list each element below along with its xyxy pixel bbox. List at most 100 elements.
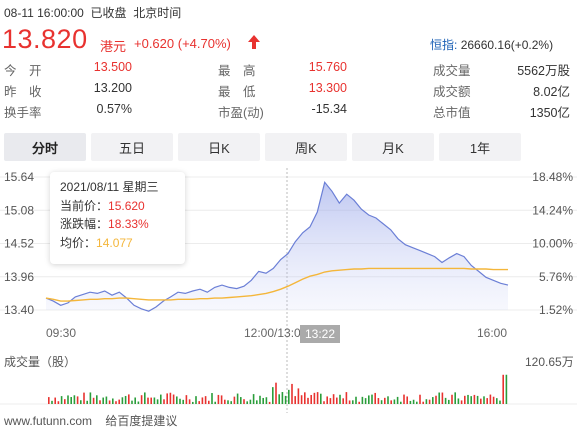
volume-bar [393, 399, 396, 404]
volume-bar [457, 398, 460, 404]
volume-bar [182, 399, 184, 404]
volume-bar [144, 392, 146, 404]
volume-bar [211, 393, 213, 404]
y-tick-right: 18.48% [532, 170, 573, 184]
volume-bar [470, 396, 472, 404]
volume-bar [496, 398, 498, 404]
volume-bar [329, 398, 332, 404]
volume-bar [396, 396, 399, 404]
volume-bar [288, 389, 290, 404]
tab-one-year[interactable]: 1年 [439, 133, 521, 161]
tooltip-price: 15.620 [108, 198, 145, 213]
volume-bar [188, 399, 191, 404]
volume-bar [368, 395, 370, 404]
volume-bar [409, 400, 412, 404]
volume-bar [505, 374, 508, 404]
volume-bar [268, 401, 271, 404]
volume-bar [233, 396, 236, 404]
tab-five-day[interactable]: 五日 [91, 133, 173, 161]
volume-bar [176, 396, 178, 404]
volume-bar [275, 382, 277, 404]
volume-bar [224, 399, 226, 404]
high-label: 最 高 [218, 64, 256, 78]
index-name: 恒指: [430, 38, 458, 52]
volume-bar [416, 401, 418, 404]
volume-bar [214, 401, 216, 404]
volume-bar [185, 395, 188, 404]
prev-close-value: 13.200 [93, 81, 132, 95]
market-cap-label: 总市值 [433, 106, 471, 120]
volume-bar [48, 397, 50, 404]
volume-bar [163, 399, 165, 404]
volume-bar [377, 398, 380, 404]
x-tick-open: 09:30 [46, 326, 77, 340]
volume-bar [246, 401, 248, 404]
tab-intraday[interactable]: 分时 [4, 133, 86, 161]
volume-bar [137, 401, 140, 404]
current-price: 13.820 [2, 24, 88, 54]
volume-bar [115, 401, 117, 404]
volume-bar [198, 401, 200, 404]
turnover-rate-value: 0.57% [96, 102, 132, 116]
price-change: +0.620 (+4.70%) [134, 36, 231, 51]
y-tick-right: 14.24% [532, 203, 573, 217]
amount-label: 成交额 [433, 85, 471, 99]
volume-bar [272, 387, 274, 404]
volume-value: 5562万股 [517, 64, 570, 78]
feedback-link[interactable]: 给百度提建议 [105, 414, 178, 427]
volume-bar [489, 394, 492, 404]
volume-bar [400, 401, 402, 404]
volume-bar [473, 394, 476, 404]
volume-bar [51, 400, 53, 404]
volume-bar [217, 394, 220, 404]
y-tick-left: 15.08 [4, 203, 34, 217]
volume-bar [92, 397, 95, 404]
volume-bar [201, 397, 204, 404]
y-tick-left: 13.96 [4, 270, 34, 284]
amount-value: 8.02亿 [533, 85, 570, 99]
volume-bar [281, 392, 284, 404]
turnover-rate-label: 换手率 [4, 106, 42, 120]
open-label: 今 开 [4, 64, 42, 78]
volume-bar [169, 392, 172, 404]
volume-bar [153, 397, 156, 404]
tab-monthly-k[interactable]: 月K [352, 133, 434, 161]
y-tick-left: 14.52 [4, 237, 34, 251]
site-link[interactable]: www.futunn.com [4, 414, 93, 427]
volume-bar [342, 398, 344, 404]
volume-bar [243, 399, 245, 404]
volume-bar [124, 395, 127, 404]
volume-bar [464, 395, 466, 404]
intraday-chart[interactable]: 15.64 18.48% 15.08 14.24% 14.52 10.00% 13.96 5.… [0, 168, 577, 413]
volume-bar [467, 394, 469, 404]
volume-bar [179, 398, 181, 404]
volume-bar [227, 400, 229, 404]
volume-bar [220, 395, 223, 404]
volume-bar [156, 399, 159, 404]
footer: www.futunn.com 给百度提建议 [4, 412, 177, 427]
high-value: 15.760 [308, 60, 347, 74]
volume-bar [150, 397, 152, 404]
volume-bar [406, 396, 408, 404]
volume-bar [60, 396, 63, 404]
volume-bar [284, 395, 287, 404]
volume-bar [64, 399, 66, 404]
volume-bar [208, 400, 210, 404]
volume-bar [57, 401, 60, 404]
index-quote[interactable]: 恒指: 26660.16(+0.2%) [430, 36, 553, 53]
volume-bar [483, 396, 485, 404]
pe-label: 市盈(动) [218, 106, 264, 120]
volume-bar [390, 400, 392, 404]
prev-close-label: 昨 收 [4, 85, 42, 99]
tooltip-price-row: 当前价：15.620 [60, 198, 145, 213]
x-tick-midday: 12:00/13:00 [244, 326, 308, 340]
tab-weekly-k[interactable]: 周K [265, 133, 347, 161]
volume-bar [422, 401, 424, 404]
y-tick-right: 5.76% [539, 270, 573, 284]
volume-bar [307, 397, 309, 404]
tab-daily-k[interactable]: 日K [178, 133, 260, 161]
volume-bar [355, 396, 357, 404]
volume-title: 成交量（股） [4, 355, 77, 369]
tooltip-date: 2021/08/11 星期三 [60, 180, 159, 194]
volume-bar [67, 395, 69, 404]
